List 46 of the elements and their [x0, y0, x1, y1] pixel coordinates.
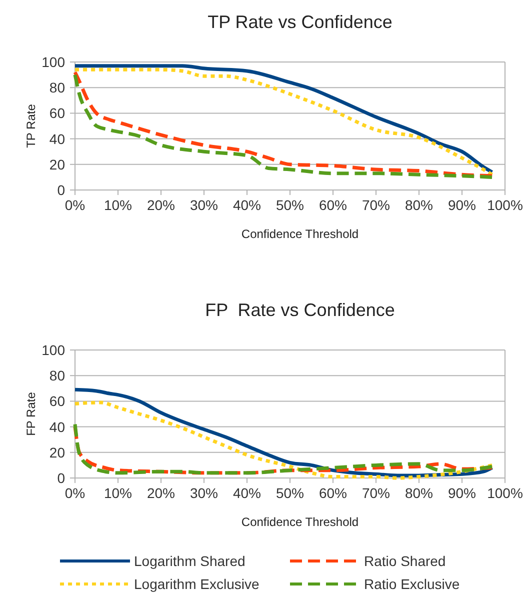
chart-title: TP Rate vs Confidence	[208, 12, 392, 32]
line-series	[73, 388, 494, 478]
y-tick-label: 80	[49, 80, 66, 96]
legend-label: Logarithm Shared	[134, 553, 246, 569]
x-tick-label: 70%	[362, 485, 390, 501]
x-axis-title: Confidence Threshold	[241, 515, 359, 529]
y-tick-label: 100	[42, 54, 66, 70]
x-tick-label: 20%	[146, 485, 176, 501]
y-tick-label: 40	[49, 130, 66, 147]
x-axis-title: Confidence Threshold	[241, 227, 359, 241]
legend-label: Logarithm Exclusive	[134, 576, 260, 592]
x-tick-label: 60%	[318, 197, 348, 213]
x-tick-label: 60%	[318, 485, 348, 501]
y-tick-label: 100	[42, 342, 66, 358]
chart-title: FP Rate vs Confidence	[205, 300, 395, 320]
x-tick-label: 10%	[104, 197, 132, 213]
x-tick-label: 70%	[362, 197, 390, 213]
x-tick-label: 40%	[232, 485, 262, 501]
legend-label: Ratio Exclusive	[364, 576, 460, 592]
legend-label: Ratio Shared	[364, 553, 446, 569]
y-tick-label: 40	[49, 418, 66, 435]
x-tick-label: 30%	[190, 197, 218, 213]
x-tick-label: 10%	[104, 485, 132, 501]
y-tick-label: 80	[49, 368, 66, 384]
y-tick-label: 0	[57, 470, 66, 486]
x-tick-label: 50%	[276, 485, 304, 501]
y-tick-label: 60	[49, 393, 66, 410]
line-series	[73, 400, 494, 480]
y-tick-label: 20	[49, 156, 66, 172]
x-tick-label: 90%	[448, 197, 476, 213]
x-tick-label: 100%	[487, 197, 523, 213]
x-tick-label: 0%	[64, 197, 86, 213]
x-tick-label: 30%	[190, 485, 218, 501]
x-tick-label: 80%	[404, 485, 434, 501]
x-tick-label: 80%	[404, 197, 434, 213]
x-tick-label: 20%	[146, 197, 176, 213]
y-axis-title: FP Rate	[24, 392, 38, 436]
x-tick-label: 90%	[448, 485, 476, 501]
x-tick-label: 100%	[487, 485, 523, 501]
y-tick-label: 60	[49, 105, 66, 122]
y-tick-label: 0	[57, 182, 66, 198]
x-tick-label: 50%	[276, 197, 304, 213]
x-tick-label: 0%	[64, 485, 86, 501]
y-tick-label: 20	[49, 444, 66, 460]
x-tick-label: 40%	[232, 197, 262, 213]
y-axis-title: TP Rate	[24, 104, 38, 148]
